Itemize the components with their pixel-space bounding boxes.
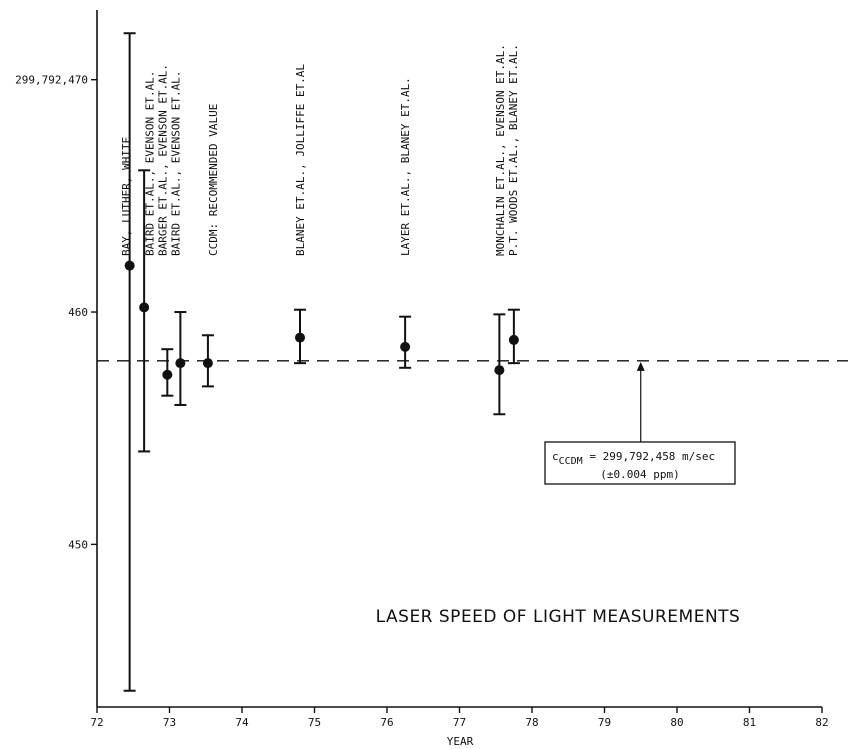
measurement-label: BARGER ET.AL., EVENSON ET.AL. [156, 64, 169, 256]
x-axis-label: YEAR [447, 735, 474, 748]
annotation-line1: cCCDM = 299,792,458 m/sec [552, 450, 715, 467]
measurement-labels: BAY, LUTHER, WHITE BAIRD ET.AL., EVENSON … [120, 44, 520, 256]
point-marker [295, 332, 305, 343]
data-point [294, 308, 306, 365]
annotation-arrow-head [636, 361, 645, 371]
measurement-label: MONCHALIN ET.AL., EVENSON ET.AL. [494, 44, 507, 256]
annotation-value: = 299,792,458 m/sec [583, 450, 715, 463]
data-point [493, 313, 506, 416]
x-tick-label: 74 [235, 716, 249, 729]
x-tick-label: 75 [308, 716, 321, 729]
point-marker [202, 358, 213, 369]
annotation-box [544, 441, 736, 485]
y-tick-label: 460 [68, 306, 88, 319]
annotation-line2: (±0.004 ppm) [600, 468, 679, 481]
y-axis-ticks: 450 460 299,792,470 [15, 74, 97, 551]
data-point [174, 311, 187, 406]
point-marker [139, 302, 150, 313]
x-tick-label: 82 [815, 716, 828, 729]
ccdm-annotation: cCCDM = 299,792,458 m/sec (±0.004 ppm) [544, 361, 736, 485]
point-marker [162, 369, 173, 380]
data-point [201, 334, 214, 388]
measurement-label: BLANEY ET.AL., JOLLIFFE ET.AL [294, 64, 307, 256]
x-tick-label: 76 [380, 716, 393, 729]
x-tick-label: 73 [163, 716, 176, 729]
data-point [507, 308, 520, 365]
point-marker [175, 358, 186, 369]
measurement-label: BAIRD ET.AL., EVENSON ET.AL. [143, 71, 156, 256]
measurement-label: BAY, LUTHER, WHITE [120, 137, 133, 256]
data-point [161, 348, 174, 397]
data-points [123, 32, 520, 692]
x-tick-label: 77 [453, 716, 466, 729]
x-tick-label: 78 [525, 716, 538, 729]
x-axis-ticks: 72 73 74 75 76 77 78 79 80 81 82 [90, 707, 829, 729]
point-marker [508, 334, 519, 345]
annotation-subscript: CCDM [559, 456, 583, 467]
measurement-label: P.T. WOODS ET.AL., BLANEY ET.AL. [507, 44, 520, 256]
measurement-label: BAIRD ET.AL., EVENSON ET.AL. [169, 71, 182, 256]
annotation-symbol: c [552, 450, 559, 463]
measurement-label: LAYER ET.AL., BLANEY ET.AL. [399, 77, 412, 256]
point-marker [494, 365, 505, 376]
data-point [399, 315, 412, 369]
data-point [123, 32, 136, 692]
point-marker [124, 260, 135, 271]
x-tick-label: 81 [743, 716, 756, 729]
y-tick-label: 299,792,470 [15, 74, 88, 87]
x-tick-label: 79 [598, 716, 611, 729]
x-tick-label: 80 [670, 716, 683, 729]
data-point [138, 169, 151, 453]
measurement-label: CCDM: RECOMMENDED VALUE [207, 104, 220, 256]
point-marker [400, 341, 411, 352]
chart-title: LASER SPEED OF LIGHT MEASUREMENTS [376, 607, 741, 627]
y-tick-label: 450 [68, 538, 88, 551]
x-tick-label: 72 [90, 716, 103, 729]
